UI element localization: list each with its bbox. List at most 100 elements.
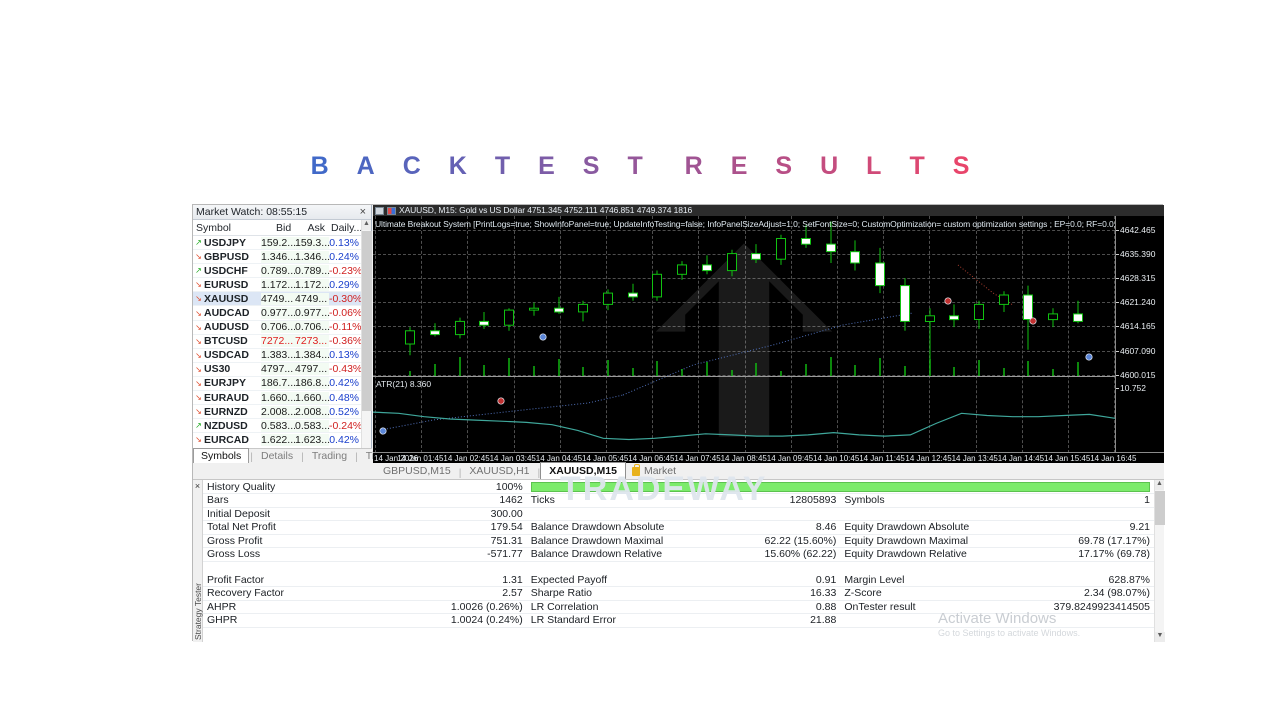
title-letter: T <box>494 152 511 180</box>
tab-gbpusd-m15[interactable]: GBPUSD,M15 <box>383 465 451 477</box>
chart-tabstrip: GBPUSD,M15 | XAUUSD,H1 | XAUUSD,M15 Market <box>193 462 1164 480</box>
market-watch-row[interactable]: ↗ NZDUSD 0.583... 0.583... -0.24% <box>193 419 371 434</box>
horizontal-gridline <box>373 302 1115 304</box>
market-watch-row[interactable]: ↘ EURNZD 2.008... 2.008... 0.52% <box>193 405 371 420</box>
close-icon[interactable]: × <box>359 206 366 218</box>
cell-daily-change: 0.13% <box>329 236 359 249</box>
time-axis[interactable]: 14 Jan 2026 14 Jan 01:45 14 Jan 02:45 14 Ja… <box>373 452 1164 463</box>
title-letter: R <box>684 152 703 180</box>
tab-details[interactable]: Details <box>261 450 294 462</box>
table-row[interactable]: Gross Loss -571.77 Balance Drawdown Relati… <box>203 547 1154 562</box>
cell-label: OnTester result <box>840 600 993 614</box>
cell-value: 2.57 <box>354 586 527 601</box>
indicator-axis-label: 10.752 <box>1116 383 1146 393</box>
market-watch-row[interactable]: ↘ GBPUSD 1.346... 1.346... 0.24% <box>193 250 371 265</box>
market-watch-row[interactable]: ↘ EURAUD 1.660... 1.660... 0.48% <box>193 391 371 406</box>
table-row[interactable]: Initial Deposit 300.00 <box>203 507 1154 521</box>
time-axis-label: 14 Jan 01:45 <box>397 454 444 463</box>
column-header-symbol[interactable]: Symbol <box>196 221 232 234</box>
title-letter: E <box>538 152 555 180</box>
cell-value: 628.87% <box>992 573 1154 587</box>
chart-pane-divider <box>373 376 1164 377</box>
strategy-tester-label: Strategy Tester <box>193 582 203 640</box>
horizontal-gridline <box>373 278 1115 280</box>
market-watch-row[interactable]: ↗ USDJPY 159.2... 159.3... 0.13% <box>193 236 371 251</box>
scroll-up-icon[interactable]: ▲ <box>1155 480 1164 490</box>
title-letter: C <box>402 152 421 180</box>
cell-value: 0.88 <box>678 600 841 614</box>
strategy-tester-sidebar: × Strategy Tester <box>193 480 203 642</box>
scroll-up-icon[interactable]: ▲ <box>362 220 371 230</box>
arrow-up-icon: ↗ <box>195 238 202 248</box>
symbol-name: EURAUD <box>204 391 249 404</box>
market-watch-row[interactable]: ↘ EURCAD 1.622... 1.623... 0.42% <box>193 433 371 446</box>
arrow-down-icon: ↘ <box>195 350 202 360</box>
history-quality-bar-cell <box>526 480 1154 494</box>
column-header-bid[interactable]: Bid <box>276 221 292 234</box>
cell-daily-change: 0.24% <box>329 250 359 263</box>
time-axis-label: 14 Jan 04:45 <box>535 454 583 463</box>
table-row[interactable]: GHPR 1.0024 (0.24%) LR Standard Error 21.88 <box>203 613 1154 628</box>
arrow-down-icon: ↘ <box>195 336 202 346</box>
cell-daily-change: -0.11% <box>329 321 362 334</box>
scroll-down-icon[interactable]: ▼ <box>1155 632 1165 642</box>
tab-symbols[interactable]: Symbols <box>193 448 250 463</box>
title-letter: S <box>775 152 793 180</box>
cell-value: 1 <box>992 493 1154 508</box>
cell-ask: 1.172... <box>295 278 331 291</box>
tab-xauusd-m15[interactable]: XAUUSD,M15 <box>540 462 626 479</box>
market-watch-row[interactable]: ↘ AUDUSD 0.706... 0.706... -0.11% <box>193 321 371 335</box>
table-row[interactable]: History Quality 100% <box>203 480 1154 494</box>
table-row[interactable]: Recovery Factor 2.57 Sharpe Ratio 16.33 Z-Sc… <box>203 586 1154 601</box>
vertical-gridline <box>698 216 700 463</box>
tab-market-label: Market <box>643 465 677 477</box>
cell-bid: 1.660... <box>261 391 297 404</box>
column-header-daily[interactable]: Daily... <box>331 221 363 234</box>
market-watch-row[interactable]: ↘ AUDCAD 0.977... 0.977... -0.06% <box>193 306 371 321</box>
symbol-name: USDCHF <box>204 264 248 277</box>
scrollbar-thumb[interactable] <box>362 231 372 411</box>
tab-market[interactable]: Market <box>626 463 682 479</box>
market-watch-row[interactable]: ↘ BTCUSD 7272... 7273... -0.36% <box>193 335 371 349</box>
price-chart[interactable]: ATR(21) 8.360 XAUUSD, M15: Gold vs US Do… <box>373 205 1164 463</box>
time-axis-label: 14 Jan 2026 <box>374 454 419 463</box>
title-letter: E <box>730 152 748 180</box>
market-watch-row[interactable]: ↘ EURUSD 1.172... 1.172... 0.29% <box>193 278 371 293</box>
cell-label: Total Net Profit <box>203 520 355 535</box>
tab-xauusd-h1[interactable]: XAUUSD,H1 <box>469 465 530 477</box>
scrollbar-thumb[interactable] <box>1155 491 1165 525</box>
price-axis[interactable]: 4642.465 4635.390 4628.315 4621.240 4614.165… <box>1115 216 1164 463</box>
cell-label: Profit Factor <box>203 573 355 587</box>
symbol-name: EURUSD <box>204 278 249 291</box>
title-letter: S <box>582 152 600 180</box>
cell-value: 16.33 <box>678 586 841 601</box>
market-watch-title: Market Watch: 08:55:15 <box>196 206 308 218</box>
chart-list-icon[interactable] <box>375 206 384 215</box>
symbol-name: AUDCAD <box>204 307 250 320</box>
market-watch-row[interactable]: ↘ US30 4797... 4797... -0.43% <box>193 363 371 377</box>
time-axis-label: 14 Jan 03:45 <box>489 454 536 463</box>
horizontal-gridline <box>373 230 1115 231</box>
tab-trading[interactable]: Trading <box>311 450 348 462</box>
market-watch-row[interactable]: ↘ XAUUSD 4749... 4749... -0.30% <box>193 292 371 307</box>
table-row[interactable]: Bars 1462 Ticks 12805893 Symbols 1 <box>203 493 1154 508</box>
close-icon[interactable]: × <box>194 481 201 491</box>
cell-label: Gross Profit <box>203 534 355 548</box>
cell-ask: 0.789... <box>295 264 331 277</box>
table-row[interactable]: Gross Profit 751.31 Balance Drawdown Maxim… <box>203 534 1154 548</box>
horizontal-gridline <box>373 350 1115 352</box>
table-row[interactable]: AHPR 1.0026 (0.26%) LR Correlation 0.88 OnTe… <box>203 600 1154 614</box>
vertical-gridline <box>883 216 885 463</box>
market-watch-row[interactable]: ↘ EURJPY 186.7... 186.8... 0.42% <box>193 377 371 392</box>
symbol-name: US30 <box>204 363 231 376</box>
symbol-name: USDCAD <box>204 349 249 362</box>
market-watch-row[interactable]: ↘ USDCAD 1.383... 1.384... 0.13% <box>193 349 371 363</box>
table-row[interactable]: Total Net Profit 179.54 Balance Drawdown A… <box>203 520 1154 535</box>
cell-bid: 0.977... <box>261 307 297 320</box>
vertical-gridline <box>1068 216 1069 463</box>
report-scrollbar[interactable]: ▲ ▼ <box>1154 480 1165 642</box>
table-row[interactable]: Profit Factor 1.31 Expected Payoff 0.91 Marg… <box>203 573 1154 587</box>
column-header-ask[interactable]: Ask <box>307 221 325 234</box>
market-watch-row[interactable]: ↗ USDCHF 0.789... 0.789... -0.23% <box>193 264 371 279</box>
market-watch-scrollbar[interactable]: ▲ ▼ <box>361 220 372 463</box>
